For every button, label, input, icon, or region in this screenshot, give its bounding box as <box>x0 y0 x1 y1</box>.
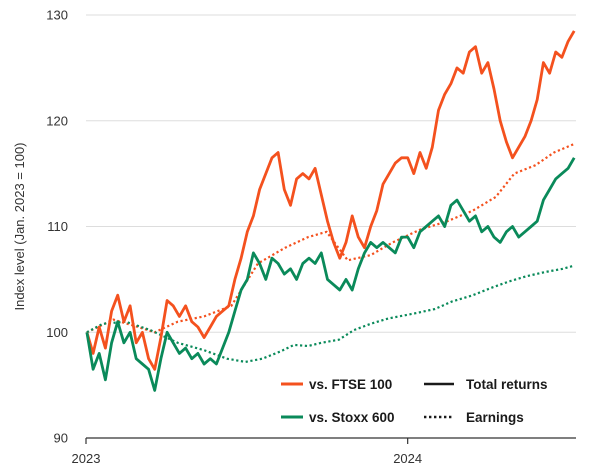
y-tick-label-90: 90 <box>54 431 68 446</box>
y-tick-label-100: 100 <box>46 325 68 340</box>
series-line-stoxx_total <box>85 157 576 392</box>
x-tick-label-2024: 2024 <box>393 451 422 466</box>
series-line-stoxx_earnings <box>86 264 575 363</box>
series-line-ftse_earnings <box>86 142 575 334</box>
x-tick-labels: 2023 2024 <box>72 438 422 466</box>
y-axis-title: Index level (Jan. 2023 = 100) <box>12 142 27 310</box>
y-tick-label-110: 110 <box>47 219 68 234</box>
legend: vs. FTSE 100 vs. Stoxx 600 Total returns Ea… <box>281 377 548 425</box>
legend-label-style-0: Total returns <box>466 377 548 392</box>
legend-label-series-0: vs. FTSE 100 <box>309 377 392 392</box>
series-line-ftse_total <box>85 30 576 371</box>
series-layer <box>85 30 576 392</box>
y-tick-labels: 90 100 110 120 130 <box>46 8 68 446</box>
legend-label-series-1: vs. Stoxx 600 <box>309 410 395 425</box>
y-tick-label-130: 130 <box>46 8 68 23</box>
x-tick-label-2023: 2023 <box>72 451 101 466</box>
legend-label-style-1: Earnings <box>466 410 524 425</box>
grid-layer <box>86 14 576 333</box>
y-tick-label-120: 120 <box>46 113 68 128</box>
